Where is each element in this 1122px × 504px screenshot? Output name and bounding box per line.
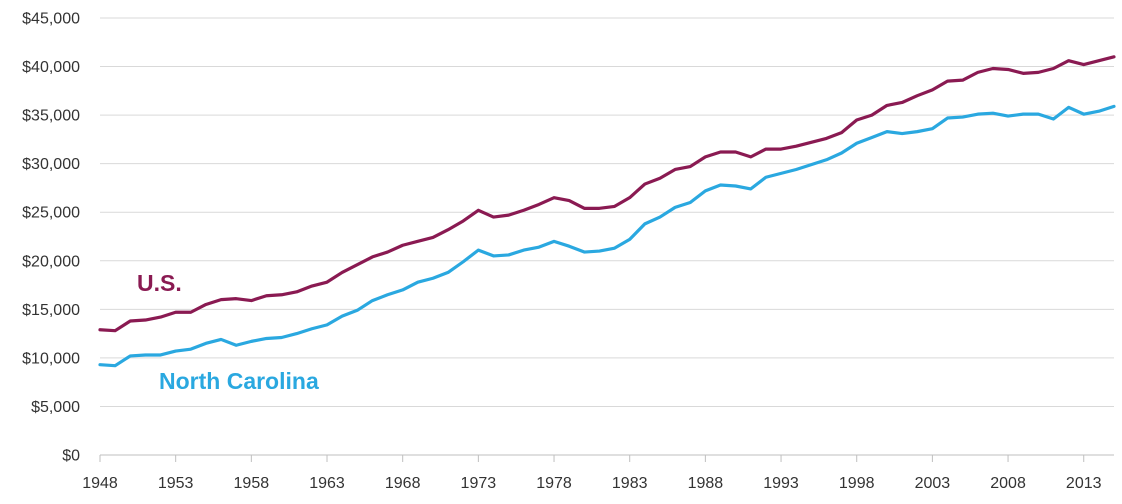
series-lines: [98, 55, 1116, 368]
x-tick-label: 1983: [612, 475, 648, 492]
gridlines: [100, 17, 1114, 407]
series-labels: U.S. North Carolina: [137, 270, 319, 394]
x-tick-label: 1973: [461, 475, 497, 492]
x-tick-label: 1993: [763, 475, 799, 492]
x-tick-label: 2008: [990, 475, 1026, 492]
x-tick-label: 2003: [915, 475, 951, 492]
x-tick-label: 1968: [385, 475, 421, 492]
y-tick-label: $0: [62, 448, 80, 465]
x-axis: [99, 454, 1114, 462]
y-tick-label: $15,000: [22, 302, 80, 319]
x-tick-label: 1953: [158, 475, 194, 492]
x-tick-label: 1958: [234, 475, 270, 492]
x-tick-label: 1998: [839, 475, 875, 492]
x-tick-label: 1948: [82, 475, 118, 492]
y-axis-tick-labels: $0 $5,000 $10,000 $15,000 $20,000 $25,000 $30,…: [22, 11, 80, 465]
y-tick-label: $10,000: [22, 350, 80, 367]
y-tick-label: $45,000: [22, 11, 80, 28]
y-tick-label: $30,000: [22, 156, 80, 173]
series-label-us: U.S.: [137, 270, 182, 296]
y-tick-label: $25,000: [22, 205, 80, 222]
x-tick-label: 1978: [536, 475, 572, 492]
x-tick-label: 2013: [1066, 475, 1102, 492]
series-line-u-s: [98, 55, 1116, 333]
x-tick-label: 1988: [688, 475, 724, 492]
y-tick-label: $5,000: [31, 399, 80, 416]
x-axis-tick-labels: 1948 1953 1958 1963 1968 1973 1978 1983 1988 1993…: [82, 475, 1101, 492]
series-label-north-carolina: North Carolina: [159, 368, 319, 394]
y-tick-label: $20,000: [22, 253, 80, 270]
series-line-north-carolina: [98, 104, 1116, 368]
x-tick-label: 1963: [309, 475, 345, 492]
y-tick-label: $40,000: [22, 59, 80, 76]
y-tick-label: $35,000: [22, 108, 80, 125]
